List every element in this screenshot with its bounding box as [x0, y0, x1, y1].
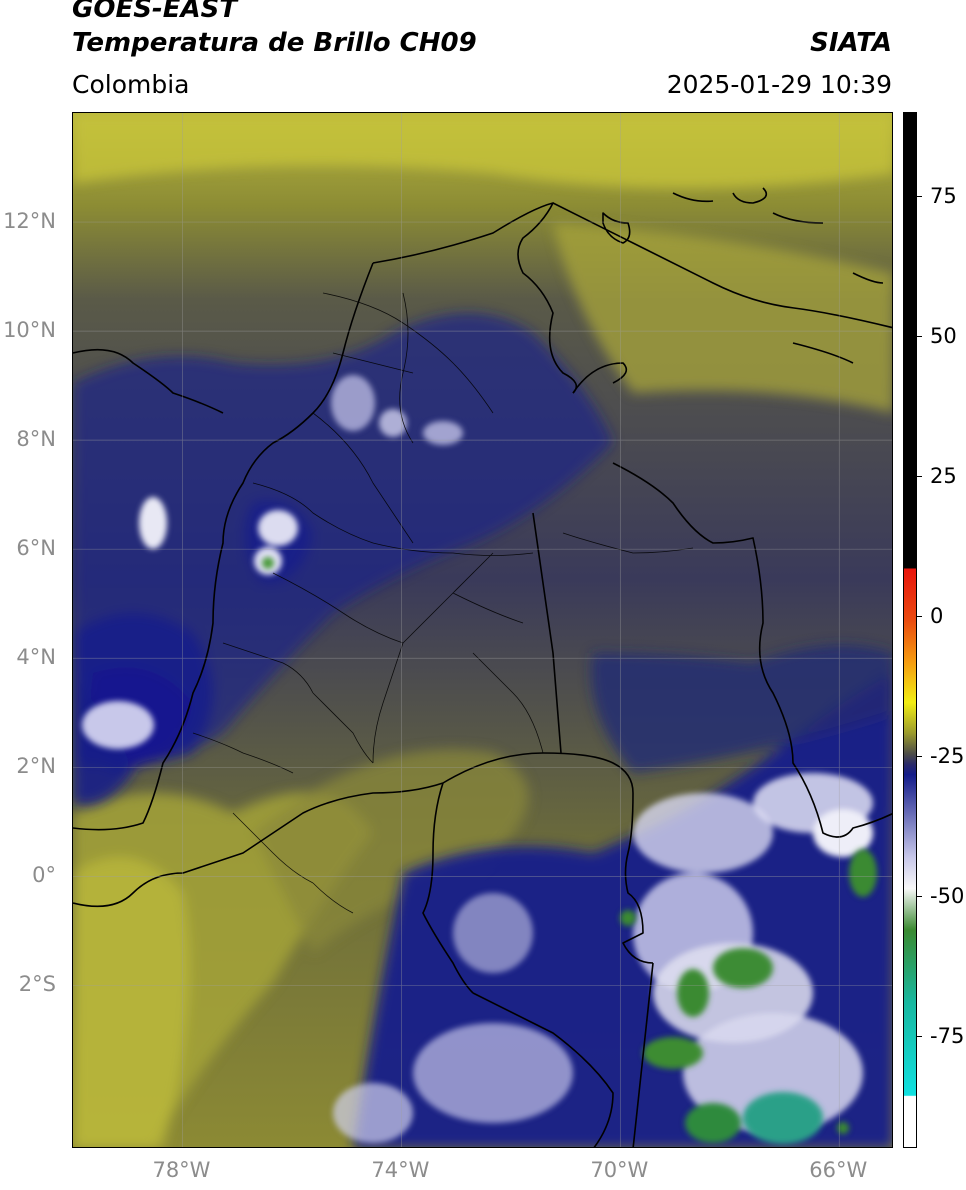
department-borders — [192, 292, 694, 914]
longitude-tick-label: 66°W — [809, 1158, 868, 1182]
graticule — [73, 113, 892, 1147]
region-label: Colombia — [72, 70, 190, 99]
colorbar-tick-label: -75 — [930, 1024, 965, 1048]
colorbar-tick-mark — [917, 476, 922, 477]
coldest-cloud-green — [262, 557, 877, 1144]
colorbar-tick-mark — [917, 896, 922, 897]
colorbar-tick-label: 25 — [930, 464, 957, 488]
latitude-tick-label: 8°N — [16, 427, 56, 452]
latitude-tick-label: 2°S — [18, 972, 56, 997]
colorbar-tick-label: -50 — [930, 884, 965, 908]
colorbar-tick-mark — [917, 1036, 922, 1037]
latitude-tick-label: 2°N — [16, 754, 56, 779]
colorbar-tick-label: 0 — [930, 604, 944, 628]
latitude-tick-label: 10°N — [3, 318, 56, 343]
colorbar-tick-label: 75 — [930, 184, 957, 208]
latitude-tick-label: 4°N — [16, 645, 56, 670]
latitude-tick-label: 6°N — [16, 536, 56, 561]
latitude-tick-label: 12°N — [3, 209, 56, 234]
colorbar-tick-mark — [917, 196, 922, 197]
longitude-tick-label: 70°W — [590, 1158, 649, 1182]
colorbar-tick-mark — [917, 756, 922, 757]
colorbar-gradient — [904, 113, 916, 1147]
colorbar-tick-mark — [917, 616, 922, 617]
colorbar-tick-label: 50 — [930, 324, 957, 348]
satellite-map — [72, 112, 893, 1148]
longitude-tick-label: 74°W — [371, 1158, 430, 1182]
temperature-colorbar — [903, 112, 917, 1148]
satellite-map-svg — [73, 113, 892, 1147]
latitude-tick-label: 0° — [32, 863, 56, 888]
longitude-tick-label: 78°W — [152, 1158, 211, 1182]
product-title: GOES-EAST — [72, 0, 238, 24]
colorbar-tick-label: -25 — [930, 744, 965, 768]
organization-label: SIATA — [810, 28, 892, 58]
country-borders — [73, 187, 892, 1147]
colorbar-tick-mark — [917, 336, 922, 337]
timestamp-label: 2025-01-29 10:39 — [666, 70, 892, 99]
channel-title: Temperatura de Brillo CH09 — [72, 28, 477, 58]
